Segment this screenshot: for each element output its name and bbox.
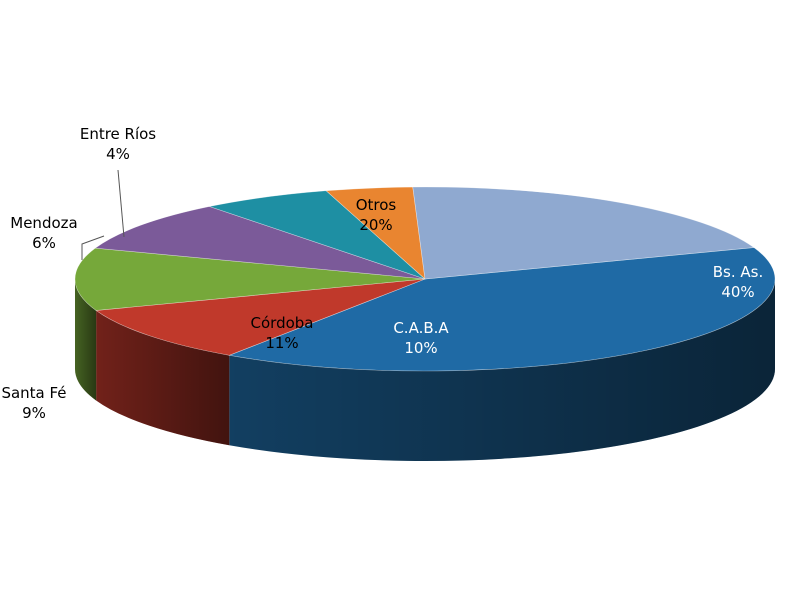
pie-slice-mendoza [208, 190, 426, 280]
slice-value-label-c-a-b-a: 10% [404, 339, 437, 357]
side-wall-shade-c-a-b-a [96, 310, 230, 446]
slice-value-label-santa-fe: 9% [22, 404, 46, 422]
slice-value-label-bs-as: 40% [721, 283, 754, 301]
pie-slice-santa-fe [94, 206, 426, 280]
slice-name-label-mendoza: Mendoza [10, 214, 77, 232]
pie-slice-c-a-b-a [95, 278, 426, 356]
pie-slice-cordoba [74, 247, 426, 311]
side-wall-shade-bs-as [229, 279, 776, 461]
leader-line-mendoza [81, 235, 105, 260]
pie-slice-bs-as [228, 247, 776, 372]
slice-value-label-entre-rios: 4% [106, 145, 130, 163]
side-wall-shade-cordoba [75, 279, 97, 401]
slice-name-label-cordoba: Córdoba [251, 314, 314, 332]
slice-value-label-otros: 20% [359, 216, 392, 234]
slice-value-label-cordoba: 11% [265, 334, 298, 352]
slice-name-label-c-a-b-a: C.A.B.A [393, 319, 449, 337]
slice-name-label-bs-as: Bs. As. [713, 263, 764, 281]
slice-name-label-otros: Otros [356, 196, 397, 214]
slice-value-label-mendoza: 6% [32, 234, 56, 252]
leader-line-entre-rios [117, 169, 125, 238]
slice-name-label-santa-fe: Santa Fé [1, 384, 66, 402]
pie-slice-otros [412, 186, 755, 280]
slice-name-label-entre-rios: Entre Ríos [80, 125, 156, 143]
